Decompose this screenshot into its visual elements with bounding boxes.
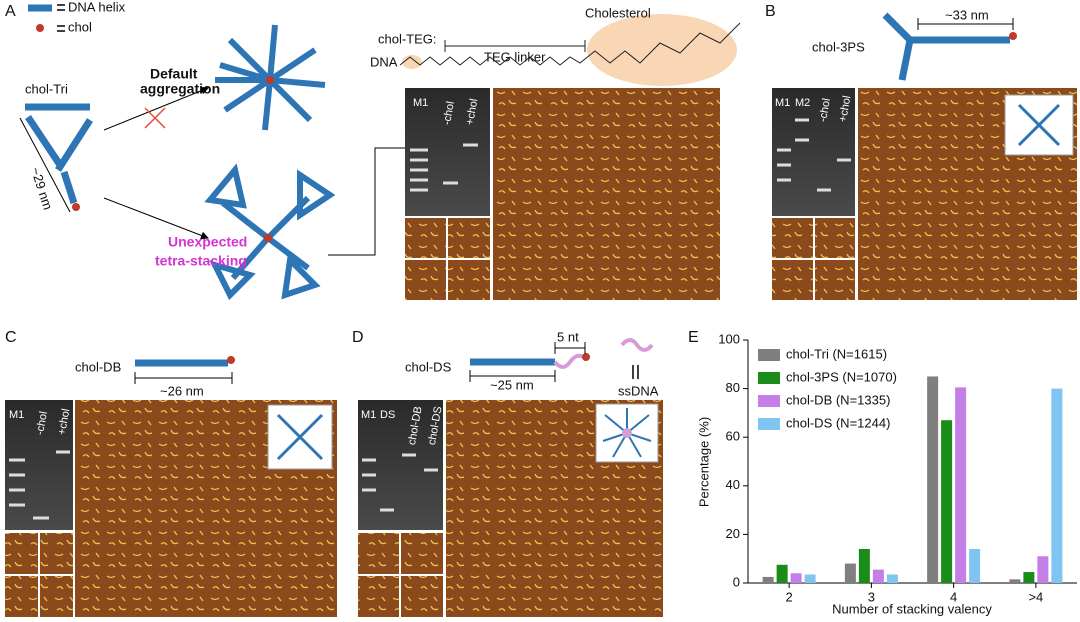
highlight	[587, 14, 737, 86]
x-tick-label: 3	[868, 589, 875, 604]
panel-e: E Percentage (%) Number of stacking vale…	[688, 329, 1077, 616]
teg: DNA	[370, 54, 398, 69]
bar	[1037, 556, 1049, 583]
panel-a: A DNA helix chol chol-Tri ~29 nm Default…	[5, 0, 741, 301]
panel-label: B	[765, 3, 776, 20]
panel-c: C chol-DB ~26 nm M1 -chol +chol	[5, 329, 337, 617]
gel-lane: +chol	[837, 95, 853, 123]
bar	[969, 548, 981, 583]
gel-lane: +chol	[464, 98, 480, 126]
ssdna: ssDNA	[618, 383, 659, 398]
length: ~29 nm	[28, 165, 56, 211]
bar	[804, 574, 816, 583]
y-tick-label: 20	[726, 526, 740, 541]
legend-swatch	[758, 395, 780, 407]
overhang: 5 nt	[557, 329, 579, 344]
bar	[762, 576, 774, 583]
y-tick-label: 100	[718, 331, 740, 346]
length: ~26 nm	[160, 383, 204, 398]
legend: DNA helix	[68, 0, 126, 14]
gel-lane: +chol	[56, 408, 72, 436]
bar	[776, 564, 788, 583]
bar	[955, 387, 967, 583]
gel-lane: DS	[380, 409, 395, 421]
panel-label: E	[688, 329, 699, 346]
bar	[886, 574, 898, 583]
x-tick-label: >4	[1028, 589, 1043, 604]
bar	[858, 548, 870, 583]
bar	[872, 569, 884, 583]
bar	[1051, 388, 1063, 583]
x-tick-label: 2	[786, 589, 793, 604]
structure: chol-Tri	[25, 81, 68, 96]
panel-label: C	[5, 329, 17, 346]
legend-label: chol-Tri (N=1615)	[786, 346, 887, 361]
label: Default	[150, 66, 198, 82]
gel-lane: M1	[775, 97, 790, 109]
teg-title: chol-TEG:	[378, 31, 437, 46]
y-tick-label: 60	[726, 429, 740, 444]
gel-lane: -chol	[441, 100, 457, 126]
teg: Cholesterol	[585, 5, 651, 20]
legend-swatch	[758, 372, 780, 384]
panel-d: D chol-DS 5 nt ~25 nm ssDNA M1 DS chol-D…	[352, 329, 663, 617]
legend-label: chol-DS (N=1244)	[786, 415, 890, 430]
legend-label: chol-DB (N=1335)	[786, 392, 890, 407]
bar	[790, 573, 802, 583]
panel-b: B ~33 nm chol-3PS M1 M2 -chol +chol	[765, 3, 1077, 300]
icon	[36, 24, 44, 32]
bar	[941, 420, 953, 583]
teg: TEG linker	[484, 49, 546, 64]
chol-tri	[19, 103, 93, 213]
bar	[1009, 579, 1021, 583]
legend-label: chol-3PS (N=1070)	[786, 369, 897, 384]
gel-lane: M2	[795, 97, 810, 109]
y-tick-label: 0	[733, 574, 740, 589]
legend: chol	[68, 19, 92, 34]
aggregate	[215, 24, 326, 131]
label: Unexpected	[168, 234, 247, 250]
tetra	[204, 163, 336, 301]
panel-label: D	[352, 329, 364, 346]
x-axis-label: Number of stacking valency	[832, 601, 992, 616]
structure: chol-DS	[405, 359, 452, 374]
gel-lane: -chol	[34, 410, 50, 436]
y-axis-label: Percentage (%)	[696, 417, 711, 507]
length: ~33 nm	[945, 7, 989, 22]
y-tick-label: 80	[726, 380, 740, 395]
label: aggregation	[140, 81, 220, 97]
structure: chol-3PS	[812, 39, 865, 54]
panel-label: A	[5, 3, 16, 20]
icon	[57, 4, 65, 32]
bar	[844, 563, 856, 583]
legend-swatch	[758, 418, 780, 430]
legend-swatch	[758, 349, 780, 361]
gel-lane: M1	[413, 97, 428, 109]
length: ~25 nm	[490, 377, 534, 392]
gel-lane: -chol	[817, 97, 833, 123]
y-tick-label: 40	[726, 477, 740, 492]
label: tetra-stacking	[155, 253, 247, 269]
gel-lane: M1	[9, 409, 24, 421]
structure: chol-DB	[75, 359, 121, 374]
x-tick-label: 4	[950, 589, 957, 604]
bar	[1023, 572, 1035, 583]
gel-lane: M1	[361, 409, 376, 421]
bar	[927, 376, 939, 583]
